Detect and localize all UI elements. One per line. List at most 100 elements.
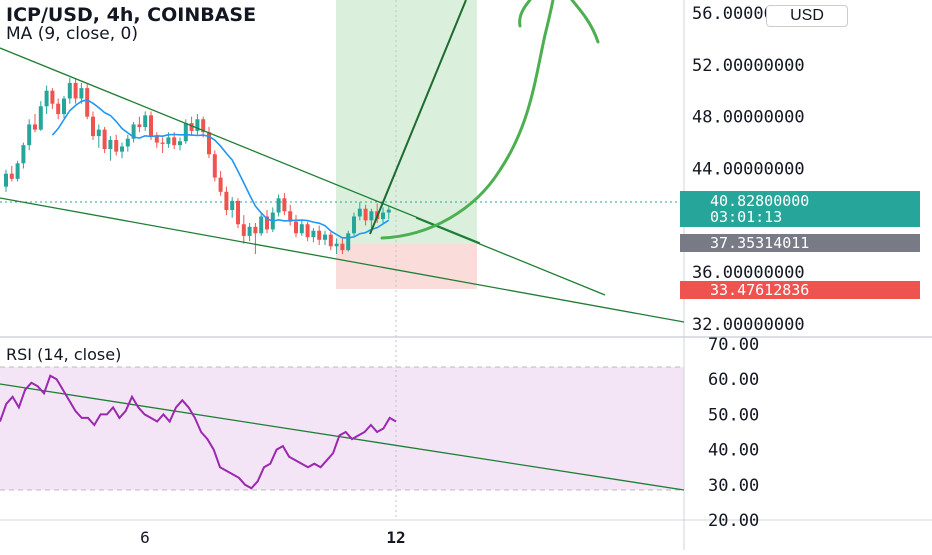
price-axis-label: 36.00000000 <box>692 263 805 283</box>
symbol-title[interactable]: ICP/USD, 4h, COINBASE <box>6 4 257 26</box>
rsi-trendline[interactable] <box>0 383 685 491</box>
candle-body <box>137 124 142 128</box>
candle-body <box>56 103 61 115</box>
candle-body <box>386 209 391 213</box>
target-arrow-line[interactable] <box>369 0 467 235</box>
upper-trendline[interactable] <box>0 47 481 244</box>
target-level-tag: 33.47612836 <box>680 281 920 299</box>
candle-body <box>323 234 327 240</box>
rsi-axis-label: 20.00 <box>708 511 759 531</box>
freehand-curve[interactable] <box>380 0 555 240</box>
candle-body <box>328 234 333 247</box>
candle-body <box>154 136 159 143</box>
candle-body <box>114 139 119 152</box>
currency-button[interactable]: USD <box>766 5 848 27</box>
candle-body <box>85 88 90 117</box>
candle-body <box>282 198 287 212</box>
candle-body <box>183 123 188 142</box>
channel-trendline[interactable] <box>415 217 606 296</box>
rsi-indicator-label[interactable]: RSI (14, close) <box>6 345 122 364</box>
candle-body <box>265 216 269 230</box>
candle-body <box>224 191 229 210</box>
rsi-line <box>0 374 397 490</box>
candle-body <box>352 216 356 234</box>
rsi-axis-label: 70.00 <box>708 335 759 355</box>
bar-countdown: 03:01:13 <box>710 208 783 226</box>
candle-body <box>195 119 200 131</box>
candles-layer <box>4 77 391 255</box>
price-axis-label: 52.00000000 <box>692 56 805 76</box>
candle-body <box>102 129 107 150</box>
candle-body <box>120 146 124 152</box>
candle-body <box>230 200 235 210</box>
price-axis-label: 44.00000000 <box>692 160 805 180</box>
candle-body <box>4 173 8 187</box>
candle-body <box>247 226 252 236</box>
candle-body <box>299 224 304 234</box>
candle-body <box>62 98 66 115</box>
time-axis[interactable]: 6 12 <box>140 528 405 547</box>
long-position-profit-zone[interactable] <box>336 0 477 244</box>
rsi-band <box>0 367 684 490</box>
rsi-axis[interactable]: 70.00 60.00 50.00 40.00 30.00 20.00 <box>708 335 759 531</box>
candle-body <box>143 115 148 128</box>
candle-body <box>340 243 345 251</box>
candle-body <box>15 163 20 179</box>
candle-body <box>294 221 298 234</box>
candle-body <box>305 224 310 238</box>
candle-body <box>131 124 136 139</box>
candle-body <box>27 124 32 146</box>
time-axis-label: 12 <box>386 528 405 547</box>
price-axis-label: 48.00000000 <box>692 108 805 128</box>
candle-body <box>50 90 55 104</box>
candle-body <box>166 137 171 144</box>
price-axis[interactable]: 56.0000000052.0000000048.0000000044.0000… <box>692 4 805 335</box>
freehand-arrowhead-right[interactable] <box>570 0 600 44</box>
long-position-stop-zone[interactable] <box>336 244 477 289</box>
rsi-axis-label: 30.00 <box>708 476 759 496</box>
candle-body <box>73 82 78 99</box>
candle-body <box>108 139 113 150</box>
candle-body <box>317 230 322 240</box>
candle-body <box>91 116 95 137</box>
candle-body <box>44 90 49 107</box>
candle-body <box>218 177 223 192</box>
ma-line <box>51 99 390 239</box>
rsi-axis-label: 40.00 <box>708 441 759 461</box>
candle-body <box>172 137 177 146</box>
candle-body <box>346 233 351 251</box>
candle-body <box>212 154 217 178</box>
candle-body <box>357 208 362 217</box>
candle-body <box>201 119 206 133</box>
candle-body <box>21 145 26 164</box>
candle-body <box>149 115 153 137</box>
candle-body <box>207 132 211 155</box>
candle-body <box>363 208 368 221</box>
candle-body <box>67 82 72 99</box>
candle-body <box>381 212 385 220</box>
last-price-value: 40.82800000 <box>710 192 810 210</box>
candle-body <box>311 230 316 238</box>
candle-body <box>288 211 293 222</box>
candle-body <box>253 226 258 234</box>
candle-body <box>259 216 264 234</box>
candle-body <box>189 123 194 131</box>
candle-body <box>125 138 130 147</box>
rsi-axis-label: 50.00 <box>708 405 759 425</box>
freehand-arrowhead-left[interactable] <box>518 0 532 28</box>
last-price-tag: 40.82800000 03:01:13 <box>680 191 920 227</box>
candle-body <box>33 124 37 130</box>
stop-level-tag: 37.35314011 <box>680 234 920 252</box>
candle-body <box>369 211 374 221</box>
time-axis-label: 6 <box>140 528 150 547</box>
lower-trendline[interactable] <box>0 197 685 323</box>
candle-body <box>276 198 281 213</box>
candle-body <box>96 129 101 137</box>
candle-body <box>9 173 14 179</box>
candle-body <box>241 224 246 236</box>
price-axis-label: 32.00000000 <box>692 315 805 335</box>
ma-indicator-label[interactable]: MA (9, close, 0) <box>6 24 138 44</box>
candle-body <box>178 141 182 146</box>
